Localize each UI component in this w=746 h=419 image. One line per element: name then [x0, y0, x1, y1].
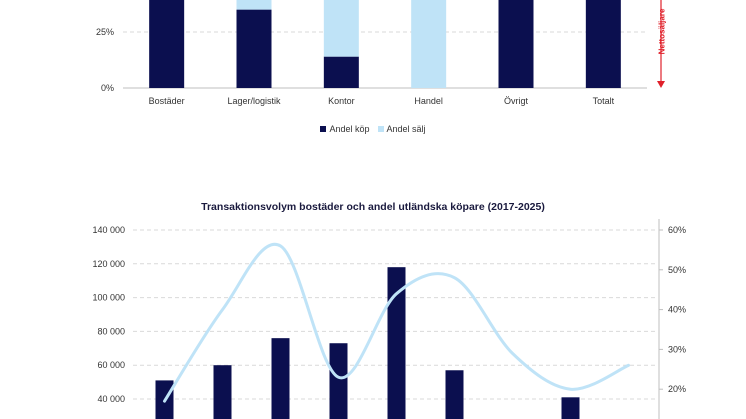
legend-item-buy: Andel köp: [320, 124, 370, 134]
c2-left-tick-label: 100 000: [92, 293, 125, 303]
legend-swatch-buy: [320, 126, 327, 132]
c2-bar: [329, 343, 348, 419]
chart-composition: 25% 0% Bostäder Lager/logistik Kontor Handel…: [96, 0, 665, 106]
c2-bar: [213, 365, 232, 419]
c1-bar-sell: [411, 0, 447, 88]
c2-right-tick-label: 60%: [668, 225, 686, 235]
c2-right-tick-label: 50%: [668, 265, 686, 275]
legend: Andel köp Andel sälj: [0, 124, 746, 134]
chart2-title: Transaktionsvolym bostäder och andel utl…: [201, 201, 545, 213]
c2-left-tick-label: 40 000: [97, 394, 125, 404]
legend-label-buy: Andel köp: [329, 124, 370, 134]
c1-xtick-label: Handel: [414, 96, 443, 106]
c2-bar: [445, 370, 464, 419]
c1-bar-sell: [236, 0, 272, 10]
legend-label-sell: Andel sälj: [386, 124, 426, 134]
c1-bar-buy: [585, 0, 621, 88]
c1-ytick-label: 0%: [101, 83, 114, 93]
c2-right-tick-label: 40%: [668, 305, 686, 315]
legend-swatch-sell: [377, 126, 384, 132]
c1-xtick-label: Totalt: [593, 96, 615, 106]
c1-ytick-label: 25%: [96, 27, 114, 37]
c2-left-tick-label: 120 000: [92, 259, 125, 269]
c1-xtick-label: Lager/logistik: [227, 96, 281, 106]
c2-left-tick-label: 140 000: [92, 225, 125, 235]
c1-xtick-label: Bostäder: [149, 96, 185, 106]
c1-bar-buy: [323, 56, 359, 88]
c1-xtick-label: Kontor: [328, 96, 355, 106]
c2-bar: [561, 397, 580, 419]
c2-line: [163, 242, 630, 403]
c2-right-tick-label: 20%: [668, 384, 686, 394]
c2-right-tick-label: 30%: [668, 344, 686, 354]
net-seller-label: Nettosäljare: [657, 8, 667, 54]
c1-xtick-label: Övrigt: [504, 96, 529, 106]
c1-bar-buy: [498, 0, 534, 88]
c1-bar-buy: [149, 0, 185, 88]
c2-bar: [387, 267, 406, 419]
c1-bar-sell: [323, 0, 359, 57]
c2-left-tick-label: 80 000: [97, 326, 125, 336]
c1-side-arrow-head: [657, 81, 665, 88]
c1-bar-buy: [236, 9, 272, 89]
legend-item-sell: Andel sälj: [377, 124, 426, 134]
c2-bar: [271, 338, 290, 419]
c2-left-tick-label: 60 000: [97, 360, 125, 370]
